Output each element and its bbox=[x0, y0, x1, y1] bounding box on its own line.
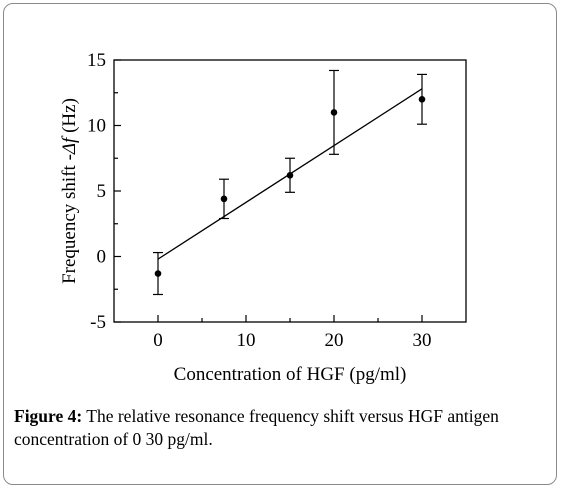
y-tick-label: 10 bbox=[87, 116, 106, 137]
data-points bbox=[154, 96, 426, 277]
data-point bbox=[220, 195, 228, 203]
caption-text: The relative resonance frequency shift v… bbox=[14, 406, 499, 449]
plot-area bbox=[113, 59, 467, 323]
data-point bbox=[154, 270, 162, 277]
x-tick-labels: 0 10 20 30 bbox=[153, 330, 431, 351]
y-axis-label-main: Frequency shift - bbox=[59, 154, 80, 284]
x-tick-label: 10 bbox=[237, 330, 256, 351]
x-tick-label: 20 bbox=[325, 330, 344, 351]
y-axis-label: Frequency shift -Δf (Hz) bbox=[59, 98, 80, 284]
y-tick-label: 0 bbox=[97, 247, 107, 268]
x-tick-label: 0 bbox=[153, 330, 163, 351]
y-tick-label: 15 bbox=[87, 50, 106, 71]
y-axis-label-unit: (Hz) bbox=[59, 98, 80, 138]
scatter-chart: 0 10 20 30 -5 0 5 10 15 Concentration of HGF (p… bbox=[59, 50, 467, 385]
data-point bbox=[418, 96, 426, 103]
y-tick-label: -5 bbox=[90, 312, 106, 333]
y-tick-label: 5 bbox=[97, 181, 107, 202]
x-axis-label: Concentration of HGF (pg/ml) bbox=[174, 364, 407, 385]
x-tick-label: 30 bbox=[413, 330, 432, 351]
caption-label: Figure 4: bbox=[14, 406, 83, 426]
y-tick-labels: -5 0 5 10 15 bbox=[87, 50, 106, 333]
data-point bbox=[286, 171, 294, 179]
error-bars bbox=[153, 69, 427, 296]
data-point bbox=[330, 109, 338, 116]
figure-caption: Figure 4: The relative resonance frequen… bbox=[14, 405, 549, 451]
figure-frame bbox=[3, 3, 557, 485]
axis-ticks bbox=[114, 59, 423, 323]
y-axis-label-symbol: Δf bbox=[59, 135, 80, 155]
